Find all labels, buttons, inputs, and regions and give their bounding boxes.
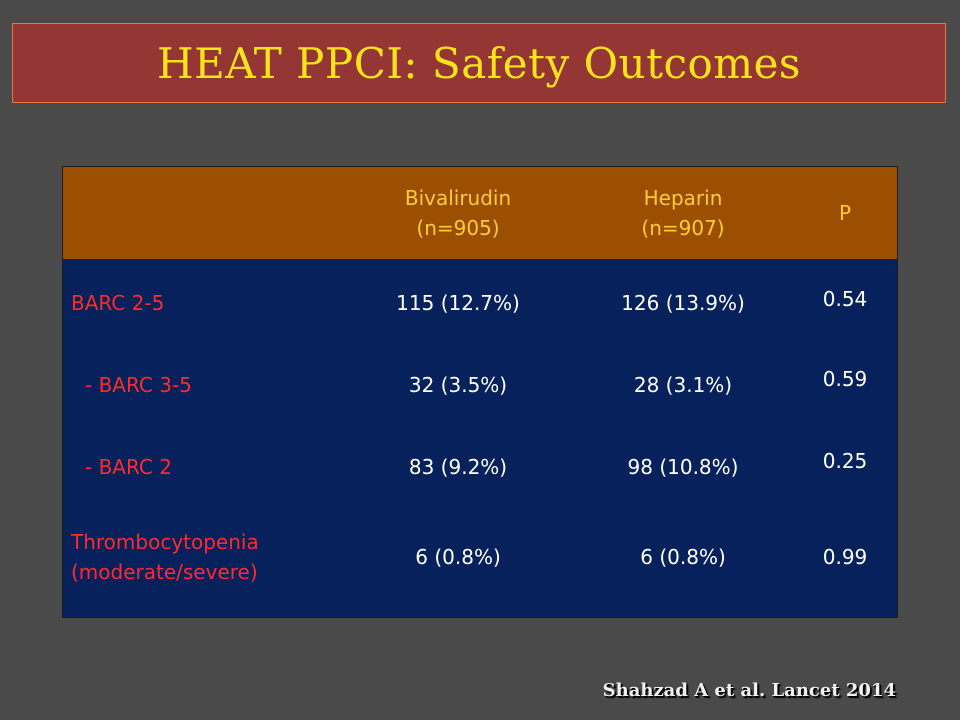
table-cell: 32 (3.5%) [343,367,573,403]
cell-heparin: 126 (13.9%) [621,291,745,315]
table-cell: 28 (3.1%) [573,367,793,403]
table-cell: 115 (12.7%) [343,285,573,321]
header-heparin-n: (n=907) [641,216,725,240]
cell-bivalirudin: 32 (3.5%) [408,373,508,397]
header-p-value: P [793,167,897,259]
cell-bivalirudin: 83 (9.2%) [408,455,508,479]
cell-heparin: 98 (10.8%) [627,455,739,479]
row-label-subtext: (moderate/severe) [71,560,258,584]
header-p-label: P [838,201,852,225]
row-label-text: - BARC 2 [85,455,172,479]
cell-heparin: 28 (3.1%) [633,373,733,397]
table-cell: 6 (0.8%) [573,539,793,575]
header-bivalirudin-name: Bivalirudin [404,186,512,210]
header-heparin-name: Heparin [643,186,723,210]
row-label-text: Thrombocytopenia [71,530,259,554]
header-bivalirudin-n: (n=905) [416,216,500,240]
row-label-text: - BARC 3-5 [85,373,192,397]
table-cell: 98 (10.8%) [573,449,793,485]
safety-outcomes-table: Bivalirudin (n=905) Heparin (n=907) P BA… [62,166,898,618]
table-cell: 0.25 [793,443,897,479]
citation: Shahzad A et al. Lancet 2014 [602,680,896,701]
row-label-thrombocytopenia: Thrombocytopenia (moderate/severe) [71,521,343,593]
header-heparin: Heparin (n=907) [573,167,793,259]
cell-p-value: 0.54 [822,287,868,311]
cell-p-value: 0.99 [822,545,868,569]
cell-heparin: 6 (0.8%) [640,545,726,569]
row-label-text: BARC 2-5 [71,291,165,315]
row-label-barc-2-5: BARC 2-5 [71,285,343,321]
header-bivalirudin: Bivalirudin (n=905) [343,167,573,259]
cell-bivalirudin: 115 (12.7%) [396,291,520,315]
table-cell: 0.59 [793,361,897,397]
cell-p-value: 0.25 [822,449,868,473]
row-label-barc-3-5: - BARC 3-5 [85,367,343,403]
row-label-barc-2: - BARC 2 [85,449,343,485]
title-banner: HEAT PPCI: Safety Outcomes [12,23,946,103]
table-cell: 6 (0.8%) [343,539,573,575]
table-header-row: Bivalirudin (n=905) Heparin (n=907) P [63,167,897,259]
table-cell: 0.99 [793,539,897,575]
cell-p-value: 0.59 [822,367,868,391]
slide-title: HEAT PPCI: Safety Outcomes [156,38,801,88]
table-cell: 0.54 [793,281,897,317]
cell-bivalirudin: 6 (0.8%) [415,545,501,569]
table-body: BARC 2-5 115 (12.7%) 126 (13.9%) 0.54 - … [63,259,897,617]
table-cell: 83 (9.2%) [343,449,573,485]
table-cell: 126 (13.9%) [573,285,793,321]
